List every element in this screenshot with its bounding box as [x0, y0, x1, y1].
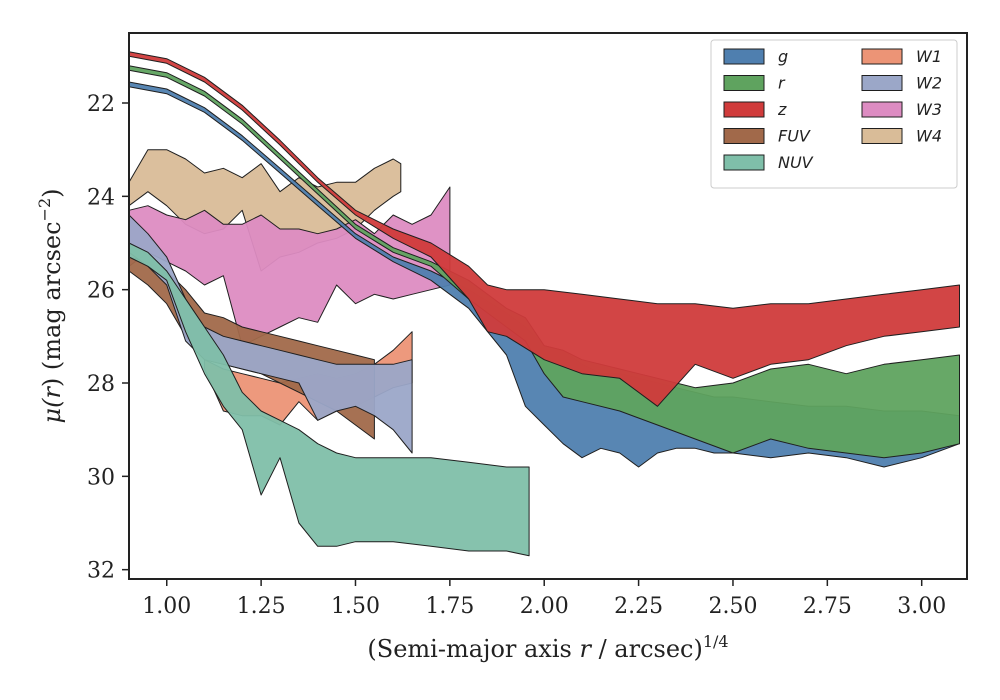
series-band-z [128, 51, 960, 407]
legend-label: W1 [916, 47, 942, 66]
legend: grz FUV NUV W1 W2 W3 W4 [710, 39, 958, 189]
x-tick-label: 2.00 [520, 594, 569, 619]
x-tick-label: 2.75 [803, 594, 852, 619]
series-band-nuv [128, 242, 530, 557]
legend-label: W2 [916, 74, 942, 93]
x-tick-label: 3.00 [897, 594, 946, 619]
x-tick-label: 2.25 [614, 594, 663, 619]
y-axis-label-var: r [38, 386, 66, 399]
x-tick-label: 2.50 [708, 594, 757, 619]
legend-swatch [723, 48, 765, 65]
legend-swatch [723, 75, 765, 91]
y-tick-label: 24 [87, 185, 115, 210]
legend-label: z [777, 100, 787, 119]
legend-label: r [778, 74, 786, 93]
x-tick-label: 1.25 [237, 594, 286, 619]
legend-label: FUV [778, 127, 811, 146]
y-tick-label: 22 [87, 92, 115, 117]
legend-swatch [861, 48, 903, 65]
y-axis-label-tail: ) (mag arcsec [38, 221, 66, 387]
x-tick-label: 1.00 [142, 594, 191, 619]
x-axis-label-var: r [579, 635, 592, 663]
x-tick-label: 1.75 [425, 594, 474, 619]
legend-label: g [778, 47, 788, 66]
y-axis-label-exp: −2 [35, 198, 54, 222]
legend-label: W3 [916, 100, 942, 119]
series-areas [128, 51, 960, 557]
y-axis-label-close: ) [38, 188, 66, 197]
y-tick-label: 30 [87, 465, 115, 490]
y-tick-label: 26 [87, 279, 115, 304]
legend-swatch [723, 101, 765, 118]
legend-swatch [861, 75, 903, 91]
legend-swatch [861, 101, 903, 118]
legend-swatch [723, 154, 765, 171]
plot-frame [128, 32, 968, 580]
x-axis-ticks: 1.00 1.25 1.50 1.75 2.00 2.25 2.50 2.75 3.00 [142, 579, 946, 619]
y-axis-label: μ(r) (mag arcsec−2) [35, 188, 66, 423]
y-axis-label-main: μ( [38, 398, 66, 424]
y-tick-label: 32 [87, 559, 115, 584]
legend-label: NUV [778, 153, 814, 172]
x-axis-label-tail: / arcsec) [591, 635, 703, 663]
x-tick-label: 1.50 [331, 594, 380, 619]
x-axis-label-main: (Semi-major axis [367, 635, 579, 663]
legend-swatch [723, 128, 765, 144]
y-axis-ticks: 22 24 26 28 30 32 [87, 92, 129, 584]
y-tick-label: 28 [87, 372, 115, 397]
x-axis-label: (Semi-major axis r / arcsec)1/4 [367, 632, 728, 663]
legend-label: W4 [916, 127, 942, 146]
x-axis-label-exp: 1/4 [703, 632, 729, 651]
legend-swatch [861, 128, 903, 144]
